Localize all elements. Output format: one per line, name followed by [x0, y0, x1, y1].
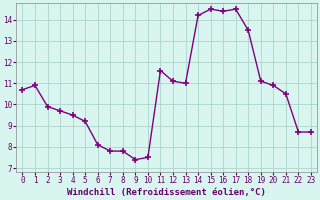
X-axis label: Windchill (Refroidissement éolien,°C): Windchill (Refroidissement éolien,°C)	[67, 188, 266, 197]
